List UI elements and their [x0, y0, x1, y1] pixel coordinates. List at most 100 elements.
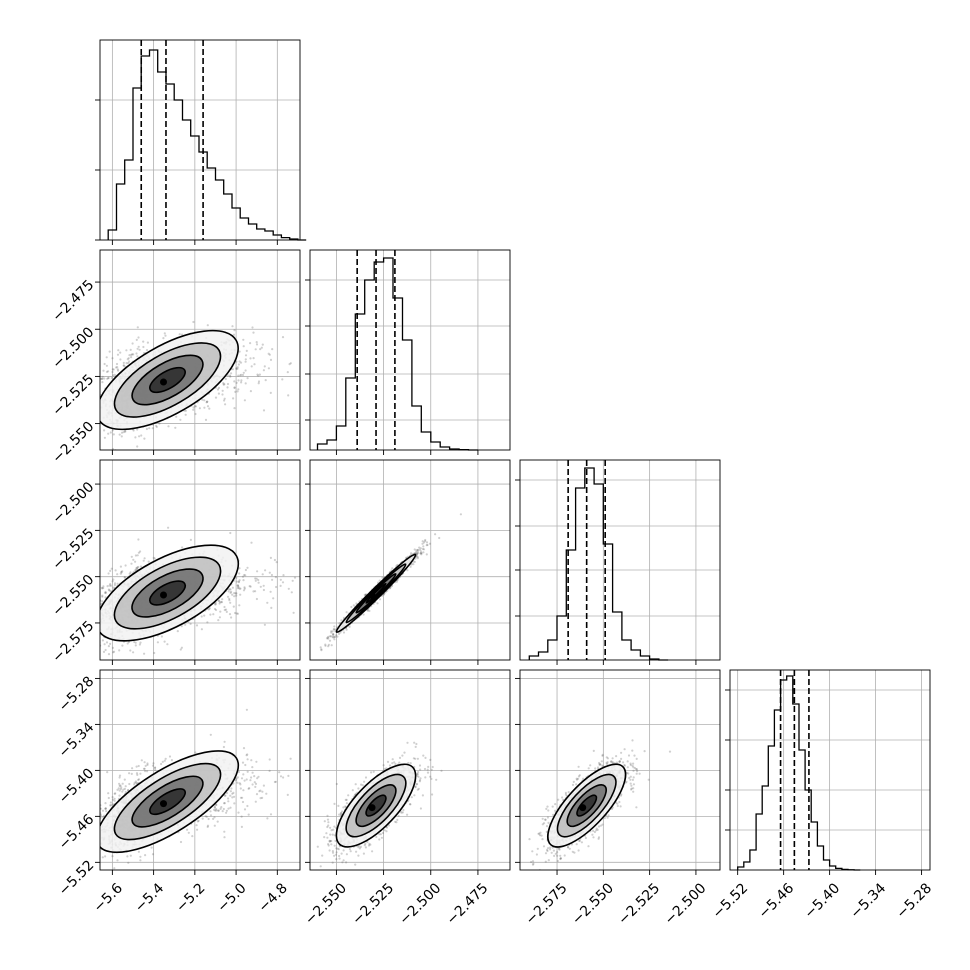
- scatter-point: [97, 616, 99, 618]
- scatter-point: [239, 593, 242, 596]
- scatter-point: [180, 646, 183, 649]
- scatter-point: [205, 401, 208, 404]
- scatter-point: [288, 363, 291, 366]
- scatter-point: [123, 576, 126, 579]
- scatter-point: [327, 643, 330, 646]
- scatter-point: [418, 546, 421, 549]
- scatter-point: [142, 559, 145, 562]
- density-contours: [100, 544, 240, 642]
- scatter-point: [104, 596, 107, 599]
- scatter-point: [97, 428, 99, 430]
- scatter-point: [213, 805, 217, 808]
- scatter-point: [184, 413, 187, 416]
- scatter-point: [106, 585, 109, 588]
- scatter-point: [113, 582, 117, 585]
- scatter-point: [236, 584, 239, 587]
- scatter-point: [112, 650, 116, 653]
- scatter-point: [105, 370, 109, 373]
- scatter-point: [93, 801, 95, 803]
- scatter-point: [376, 602, 379, 605]
- scatter-point: [240, 373, 243, 376]
- scatter-point: [132, 558, 135, 561]
- scatter-point: [96, 393, 98, 395]
- scatter-point: [269, 358, 273, 361]
- scatter-point: [132, 651, 135, 654]
- scatter-point: [228, 597, 231, 600]
- scatter-point: [214, 603, 217, 606]
- scatter-point: [226, 386, 229, 389]
- scatter-point: [214, 603, 217, 606]
- scatter-point: [319, 646, 322, 649]
- scatter-point: [82, 407, 84, 409]
- scatter-point: [345, 611, 348, 614]
- scatter-point: [333, 635, 336, 639]
- scatter-point: [124, 564, 127, 567]
- scatter-panel-r2-c1: [305, 459, 511, 665]
- scatter-point: [252, 590, 255, 593]
- scatter-point: [151, 427, 154, 430]
- scatter-point: [217, 619, 220, 622]
- y-tick-label: −2.475: [49, 277, 97, 325]
- scatter-point: [330, 631, 333, 634]
- scatter-point: [406, 569, 409, 572]
- scatter-point: [88, 451, 90, 453]
- scatter-point: [145, 349, 149, 352]
- scatter-point: [281, 336, 285, 339]
- scatter-point: [119, 358, 122, 361]
- scatter-point: [84, 606, 86, 608]
- scatter-point: [237, 363, 240, 366]
- scatter-point: [228, 599, 231, 602]
- scatter-point: [179, 648, 182, 651]
- scatter-point: [287, 774, 290, 778]
- scatter-point: [238, 350, 241, 353]
- scatter-point: [207, 608, 210, 611]
- scatter-point: [286, 371, 289, 374]
- scatter-point: [138, 435, 141, 438]
- scatter-point: [253, 775, 256, 778]
- scatter-point: [269, 391, 272, 394]
- scatter-point: [103, 643, 106, 646]
- scatter-point: [421, 547, 424, 551]
- histogram-panel-1: [95, 39, 307, 245]
- scatter-point: [111, 357, 114, 360]
- scatter-point: [109, 642, 112, 646]
- scatter-point: [213, 607, 217, 611]
- scatter-point: [120, 431, 124, 434]
- scatter-point: [249, 390, 252, 393]
- scatter-point: [100, 377, 103, 380]
- scatter-point: [86, 403, 88, 405]
- scatter-point: [237, 580, 240, 583]
- scatter-point: [135, 567, 139, 570]
- scatter-point: [108, 350, 111, 353]
- scatter-point: [58, 586, 60, 588]
- scatter-point: [115, 366, 118, 369]
- axes-frame: [99, 459, 301, 661]
- density-peak: [160, 591, 167, 599]
- scatter-point: [176, 630, 179, 633]
- scatter-point: [335, 634, 338, 637]
- scatter-point: [281, 378, 284, 381]
- scatter-point: [337, 632, 341, 636]
- scatter-point: [263, 623, 266, 626]
- scatter-point: [135, 352, 138, 355]
- scatter-point: [257, 581, 260, 584]
- y-tick-label: −2.550: [49, 572, 97, 620]
- scatter-point: [317, 586, 319, 588]
- scatter-point: [238, 360, 241, 363]
- scatter-point: [289, 362, 292, 365]
- scatter-point: [229, 588, 232, 591]
- scatter-point: [237, 581, 240, 584]
- scatter-point: [227, 800, 230, 803]
- scatter-point: [143, 761, 146, 764]
- scatter-point: [230, 590, 233, 593]
- histogram-panel-4: −5.52 −5.46 −5.40 −5.34 −5.28: [710, 669, 935, 922]
- scatter-point: [48, 415, 50, 417]
- scatter-point: [100, 377, 103, 380]
- scatter-point: [189, 622, 192, 626]
- scatter-point: [127, 362, 130, 365]
- scatter-point: [98, 378, 100, 380]
- scatter-point: [88, 617, 90, 619]
- scatter-point: [252, 331, 255, 334]
- scatter-point: [416, 552, 420, 555]
- scatter-point: [122, 361, 125, 364]
